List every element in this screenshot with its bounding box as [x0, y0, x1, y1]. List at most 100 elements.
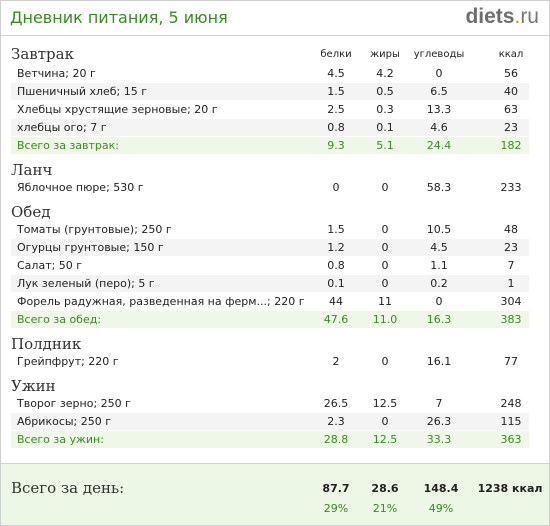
proteins-total: 28.8 [323, 433, 349, 446]
fats-value: 4.2 [376, 67, 394, 80]
proteins-value: 2.3 [327, 415, 345, 428]
fats-value: 11 [378, 295, 392, 308]
food-name: Пшеничный хлеб; 15 г [17, 85, 148, 98]
kcal-value: 7 [507, 259, 515, 272]
logo-tld: ru [520, 5, 539, 28]
fats-value: 0 [381, 241, 389, 254]
day-proteins-total: 87.7 [322, 482, 350, 495]
table-row: Пшеничный хлеб; 15 г 1.5 0.5 6.5 40 [11, 83, 529, 100]
proteins-value: 0 [332, 181, 340, 194]
proteins-value: 2 [332, 355, 340, 368]
proteins-value: 0.8 [327, 259, 345, 272]
section-title-dinner: Обед [11, 203, 51, 221]
carbs-value: 0 [435, 67, 443, 80]
fats-total: 11.0 [372, 313, 398, 326]
food-name: Салат; 50 г [17, 259, 83, 272]
food-name: Огурцы грунтовые; 150 г [17, 241, 164, 254]
column-header-kcal: ккал [498, 49, 524, 60]
section-title-breakfast: Завтрак [11, 45, 74, 63]
food-name: Томаты (грунтовые); 250 г [17, 223, 172, 236]
day-proteins-percent: 29% [323, 502, 349, 515]
kcal-value: 23 [504, 241, 518, 254]
carbs-value: 0.2 [430, 277, 448, 290]
fats-value: 12.5 [372, 397, 398, 410]
fats-total: 12.5 [372, 433, 398, 446]
column-header-carbs: углеводы [413, 49, 465, 60]
food-name: Лук зеленый (перо); 5 г [17, 277, 155, 290]
column-header-fats: жиры [370, 49, 400, 60]
day-fats-total: 28.6 [371, 482, 399, 495]
food-name: Грейпфрут; 220 г [17, 355, 119, 368]
carbs-value: 0 [435, 295, 443, 308]
logo-brand: diets [465, 5, 515, 28]
proteins-value: 0.1 [327, 277, 345, 290]
table-row: Салат; 50 г 0.8 0 1.1 7 [11, 257, 529, 274]
carbs-value: 4.5 [430, 241, 448, 254]
proteins-value: 4.5 [327, 67, 345, 80]
fats-value: 0 [381, 415, 389, 428]
carbs-total: 24.4 [426, 139, 452, 152]
fats-value: 0.1 [376, 121, 394, 134]
food-name: Форель радужная, разведенная на ферм...;… [17, 295, 305, 308]
total-label: Всего за завтрак: [17, 139, 120, 152]
proteins-value: 1.5 [327, 223, 345, 236]
carbs-value: 58.3 [426, 181, 452, 194]
kcal-value: 23 [504, 121, 518, 134]
table-row: Хлебцы хрустящие зерновые; 20 г 2.5 0.3 … [11, 101, 529, 118]
carbs-value: 1.1 [430, 259, 448, 272]
header: Дневник питания, 5 июня diets.ru [1, 1, 549, 35]
proteins-total: 47.6 [323, 313, 349, 326]
kcal-value: 1 [507, 277, 515, 290]
table-row: Огурцы грунтовые; 150 г 1.2 0 4.5 23 [11, 239, 529, 256]
food-name: хлебцы ого; 7 г [17, 121, 107, 134]
fats-value: 0 [381, 181, 389, 194]
day-fats-percent: 21% [372, 502, 398, 515]
table-row: хлебцы ого; 7 г 0.8 0.1 4.6 23 [11, 119, 529, 136]
total-label: Всего за ужин: [17, 433, 104, 446]
kcal-value: 77 [504, 355, 518, 368]
food-name: Творог зерно; 250 г [17, 397, 131, 410]
food-name: Ветчина; 20 г [17, 67, 96, 80]
proteins-value: 26.5 [323, 397, 349, 410]
divider [1, 463, 549, 464]
carbs-value: 7 [435, 397, 443, 410]
carbs-value: 13.3 [426, 103, 452, 116]
meal-total-row: Всего за завтрак: 9.3 5.1 24.4 182 [11, 137, 529, 154]
kcal-value: 233 [500, 181, 522, 194]
table-row: Лук зеленый (перо); 5 г 0.1 0 0.2 1 [11, 275, 529, 292]
table-row: Форель радужная, разведенная на ферм...;… [11, 293, 529, 310]
carbs-total: 33.3 [426, 433, 452, 446]
carbs-value: 6.5 [430, 85, 448, 98]
section-title-snack: Полдник [11, 335, 82, 353]
meal-total-row: Всего за ужин: 28.8 12.5 33.3 363 [11, 431, 529, 448]
section-title-lunch: Ланч [11, 161, 53, 179]
site-logo[interactable]: diets.ru [465, 5, 539, 29]
fats-value: 0.3 [376, 103, 394, 116]
carbs-value: 16.1 [426, 355, 452, 368]
kcal-value: 115 [500, 415, 522, 428]
carbs-value: 10.5 [426, 223, 452, 236]
food-name: Абрикосы; 250 г [17, 415, 112, 428]
kcal-value: 63 [504, 103, 518, 116]
fats-total: 5.1 [376, 139, 394, 152]
kcal-value: 56 [504, 67, 518, 80]
proteins-value: 1.2 [327, 241, 345, 254]
proteins-value: 44 [329, 295, 343, 308]
kcal-value: 40 [504, 85, 518, 98]
kcal-total: 182 [500, 139, 522, 152]
table-row: Творог зерно; 250 г 26.5 12.5 7 248 [11, 395, 529, 412]
total-label: Всего за обед: [17, 313, 102, 326]
divider [1, 35, 549, 36]
carbs-value: 4.6 [430, 121, 448, 134]
proteins-value: 2.5 [327, 103, 345, 116]
proteins-value: 1.5 [327, 85, 345, 98]
proteins-total: 9.3 [327, 139, 345, 152]
fats-value: 0.5 [376, 85, 394, 98]
day-carbs-percent: 49% [428, 502, 454, 515]
kcal-value: 248 [500, 397, 522, 410]
kcal-value: 304 [500, 295, 522, 308]
page-title: Дневник питания, 5 июня [10, 8, 228, 27]
food-name: Хлебцы хрустящие зерновые; 20 г [17, 103, 218, 116]
fats-value: 0 [381, 277, 389, 290]
